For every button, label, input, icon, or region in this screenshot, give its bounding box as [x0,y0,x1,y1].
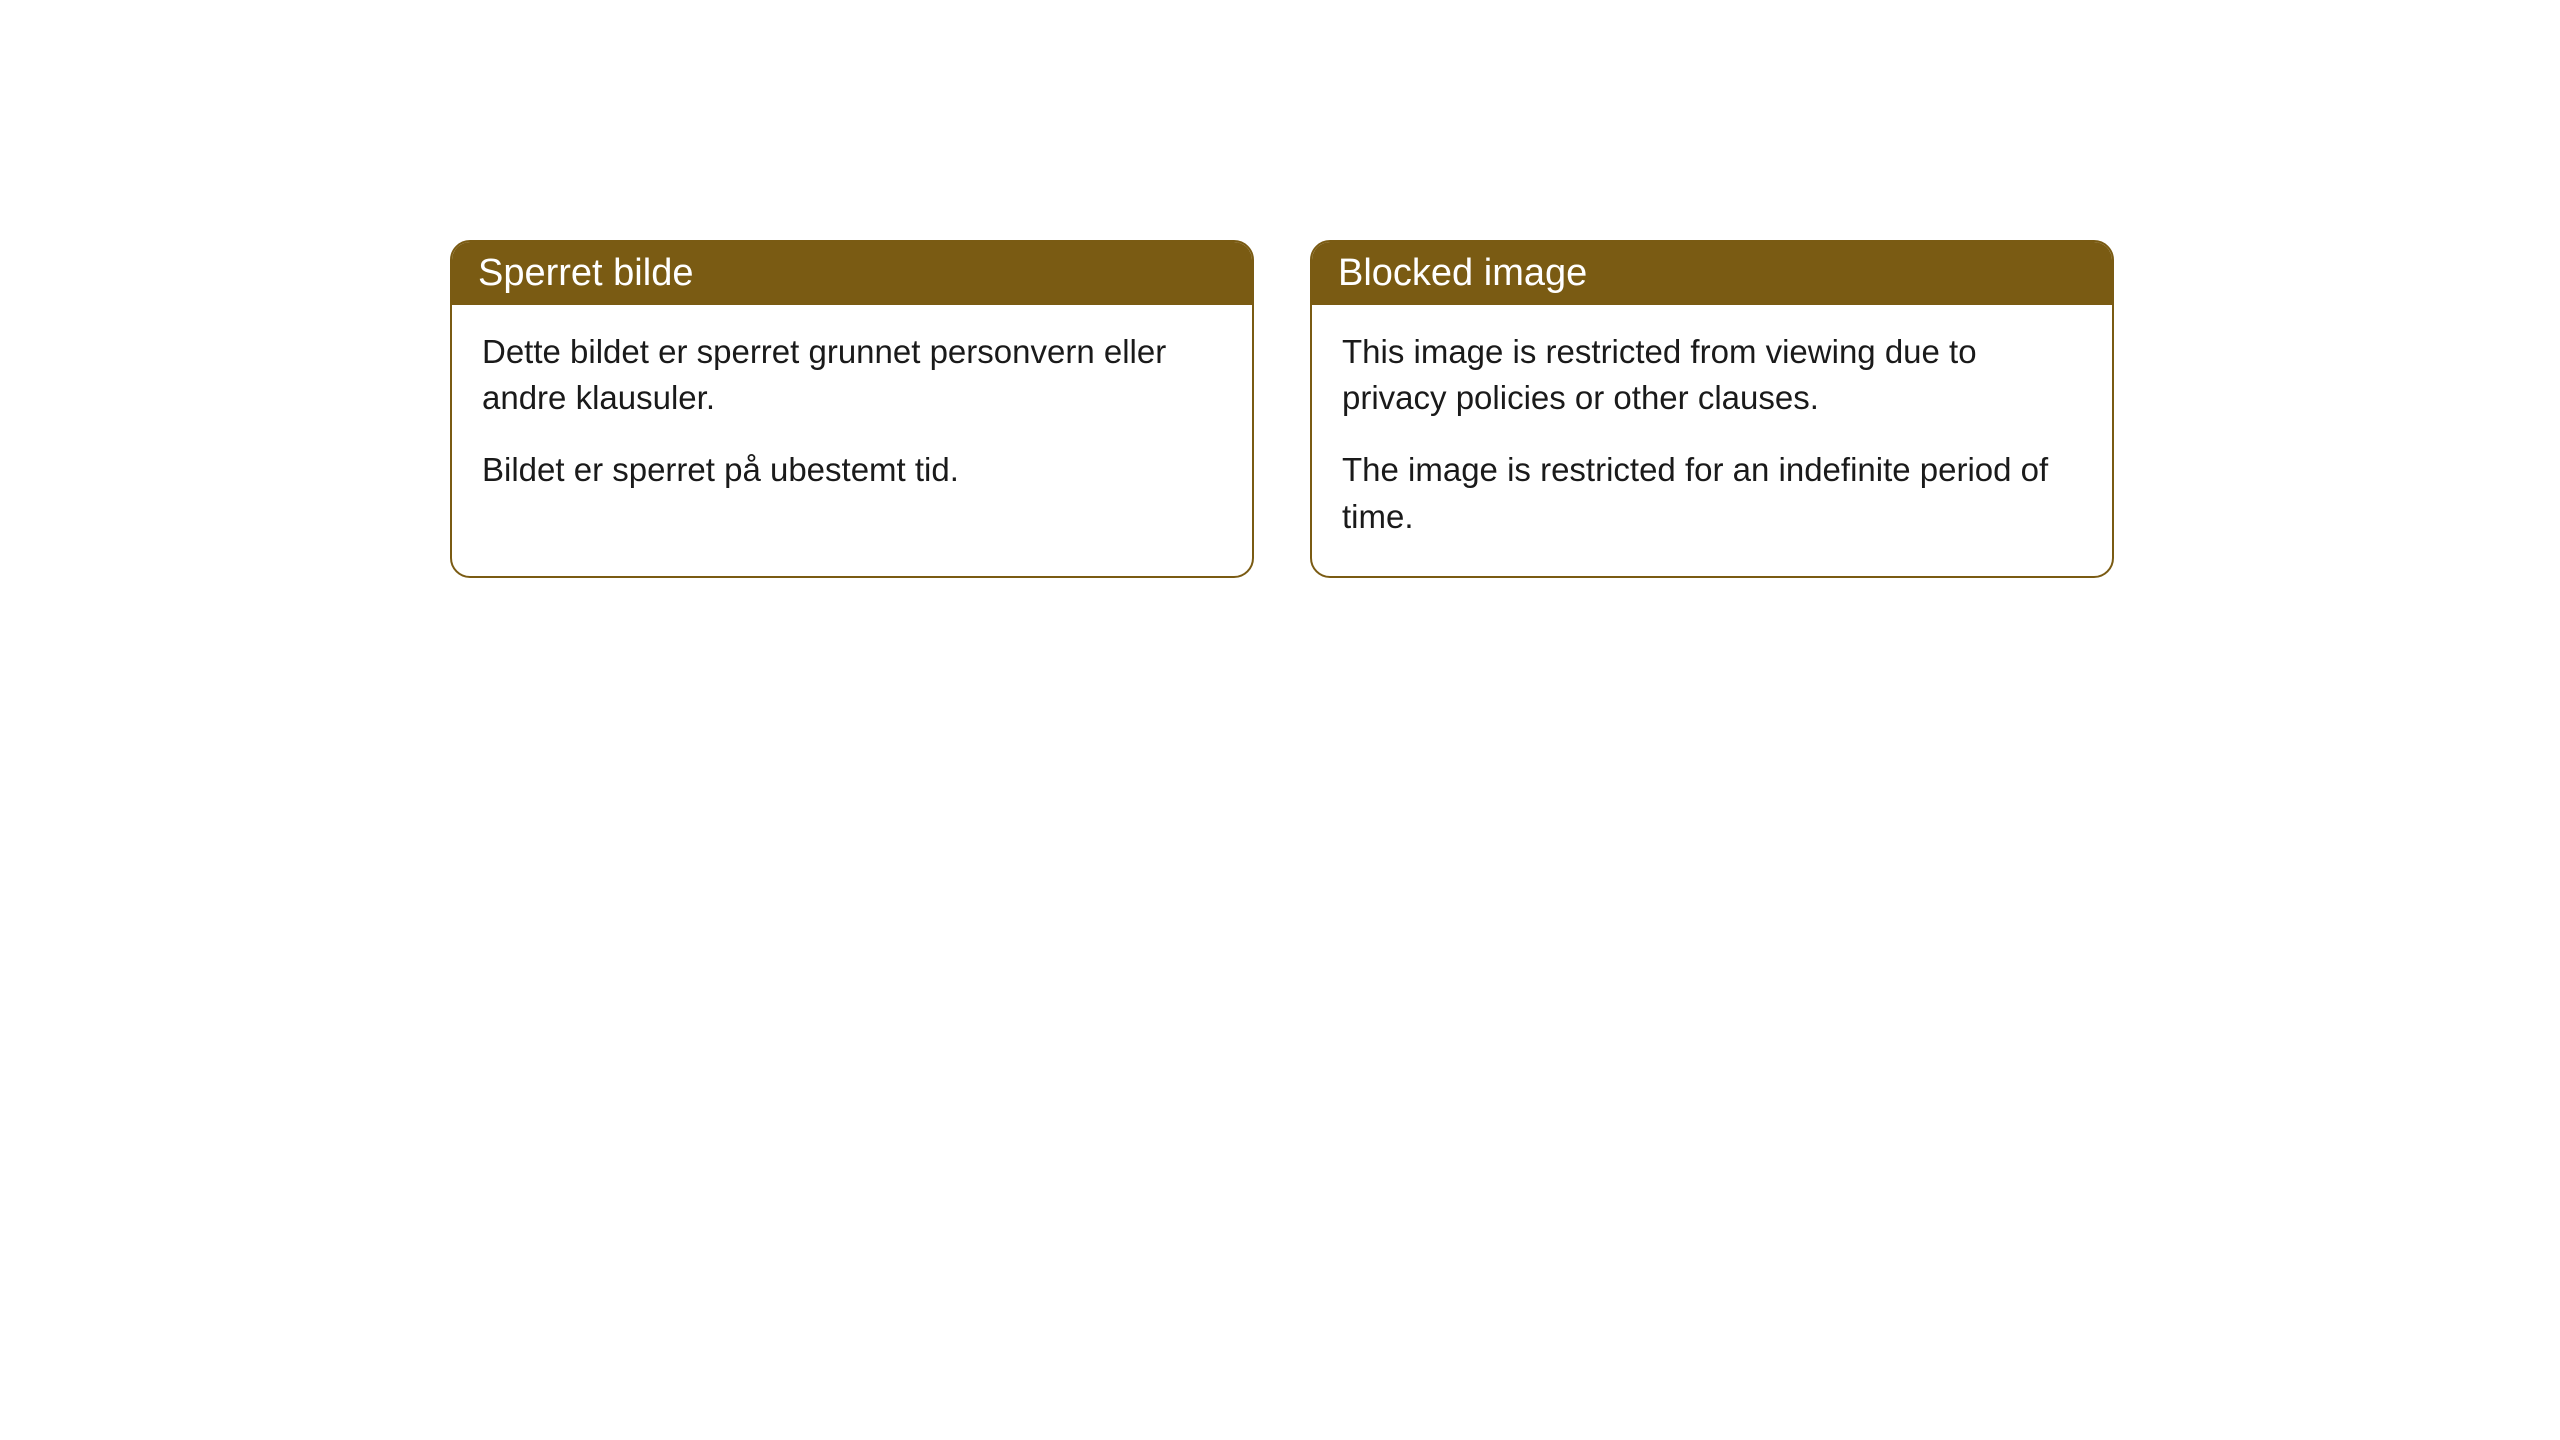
card-title: Sperret bilde [478,252,693,294]
card-paragraph: This image is restricted from viewing du… [1342,329,2082,421]
blocked-image-card-english: Blocked image This image is restricted f… [1310,240,2114,578]
card-header-norwegian: Sperret bilde [452,242,1252,305]
card-paragraph: Bildet er sperret på ubestemt tid. [482,447,1222,493]
card-title: Blocked image [1338,252,1587,294]
notice-cards-container: Sperret bilde Dette bildet er sperret gr… [450,240,2560,578]
blocked-image-card-norwegian: Sperret bilde Dette bildet er sperret gr… [450,240,1254,578]
card-body-english: This image is restricted from viewing du… [1312,305,2112,576]
card-paragraph: The image is restricted for an indefinit… [1342,447,2082,539]
card-header-english: Blocked image [1312,242,2112,305]
card-paragraph: Dette bildet er sperret grunnet personve… [482,329,1222,421]
card-body-norwegian: Dette bildet er sperret grunnet personve… [452,305,1252,530]
